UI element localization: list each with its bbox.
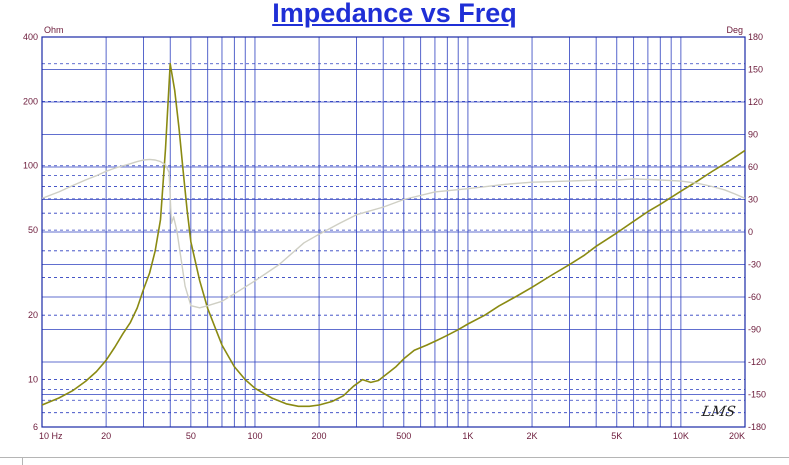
plot-border (41, 36, 746, 428)
y-left-tick-label: 400 (23, 32, 38, 42)
y-left-tick-label: 100 (23, 161, 38, 171)
impedance-curve (41, 62, 746, 408)
x-tick-label: 10 Hz (39, 431, 63, 441)
y-right-tick-label: 0 (748, 227, 753, 237)
x-tick-label: 20 (101, 431, 111, 441)
chart-title: Impedance vs Freq (272, 0, 517, 28)
y-right-tick-label: -30 (748, 260, 761, 270)
y-right-tick-label: -120 (748, 357, 766, 367)
x-tick-label: 500 (396, 431, 411, 441)
y-left-unit-label: Ohm (44, 25, 64, 35)
lms-watermark: LMS (700, 404, 737, 420)
x-tick-label: 50 (186, 431, 196, 441)
y-left-tick-label: 6 (33, 422, 38, 432)
y-right-tick-label: 60 (748, 162, 758, 172)
x-tick-label: 5K (611, 431, 622, 441)
y-right-unit-label: Deg (726, 25, 743, 35)
y-left-tick-label: 50 (28, 225, 38, 235)
phase-curve (41, 158, 746, 309)
x-tick-label: 100 (247, 431, 262, 441)
x-tick-label: 200 (312, 431, 327, 441)
y-right-tick-label: -90 (748, 325, 761, 335)
y-right-tick-label: 120 (748, 97, 763, 107)
x-tick-label: 10K (673, 431, 689, 441)
y-right-tick-label: -60 (748, 292, 761, 302)
x-tick-label: 2K (527, 431, 538, 441)
x-tick-label: 20K (729, 431, 745, 441)
bottom-divider-tick (22, 458, 23, 465)
bottom-divider (0, 457, 789, 458)
y-left-tick-label: 10 (28, 375, 38, 385)
x-tick-label: 1K (462, 431, 473, 441)
y-right-tick-label: 30 (748, 195, 758, 205)
y-right-tick-label: -180 (748, 422, 766, 432)
y-right-tick-label: 150 (748, 65, 763, 75)
y-left-tick-label: 200 (23, 96, 38, 106)
y-left-tick-label: 20 (28, 310, 38, 320)
y-right-tick-label: 90 (748, 130, 758, 140)
y-right-tick-label: 180 (748, 32, 763, 42)
y-right-tick-label: -150 (748, 390, 766, 400)
